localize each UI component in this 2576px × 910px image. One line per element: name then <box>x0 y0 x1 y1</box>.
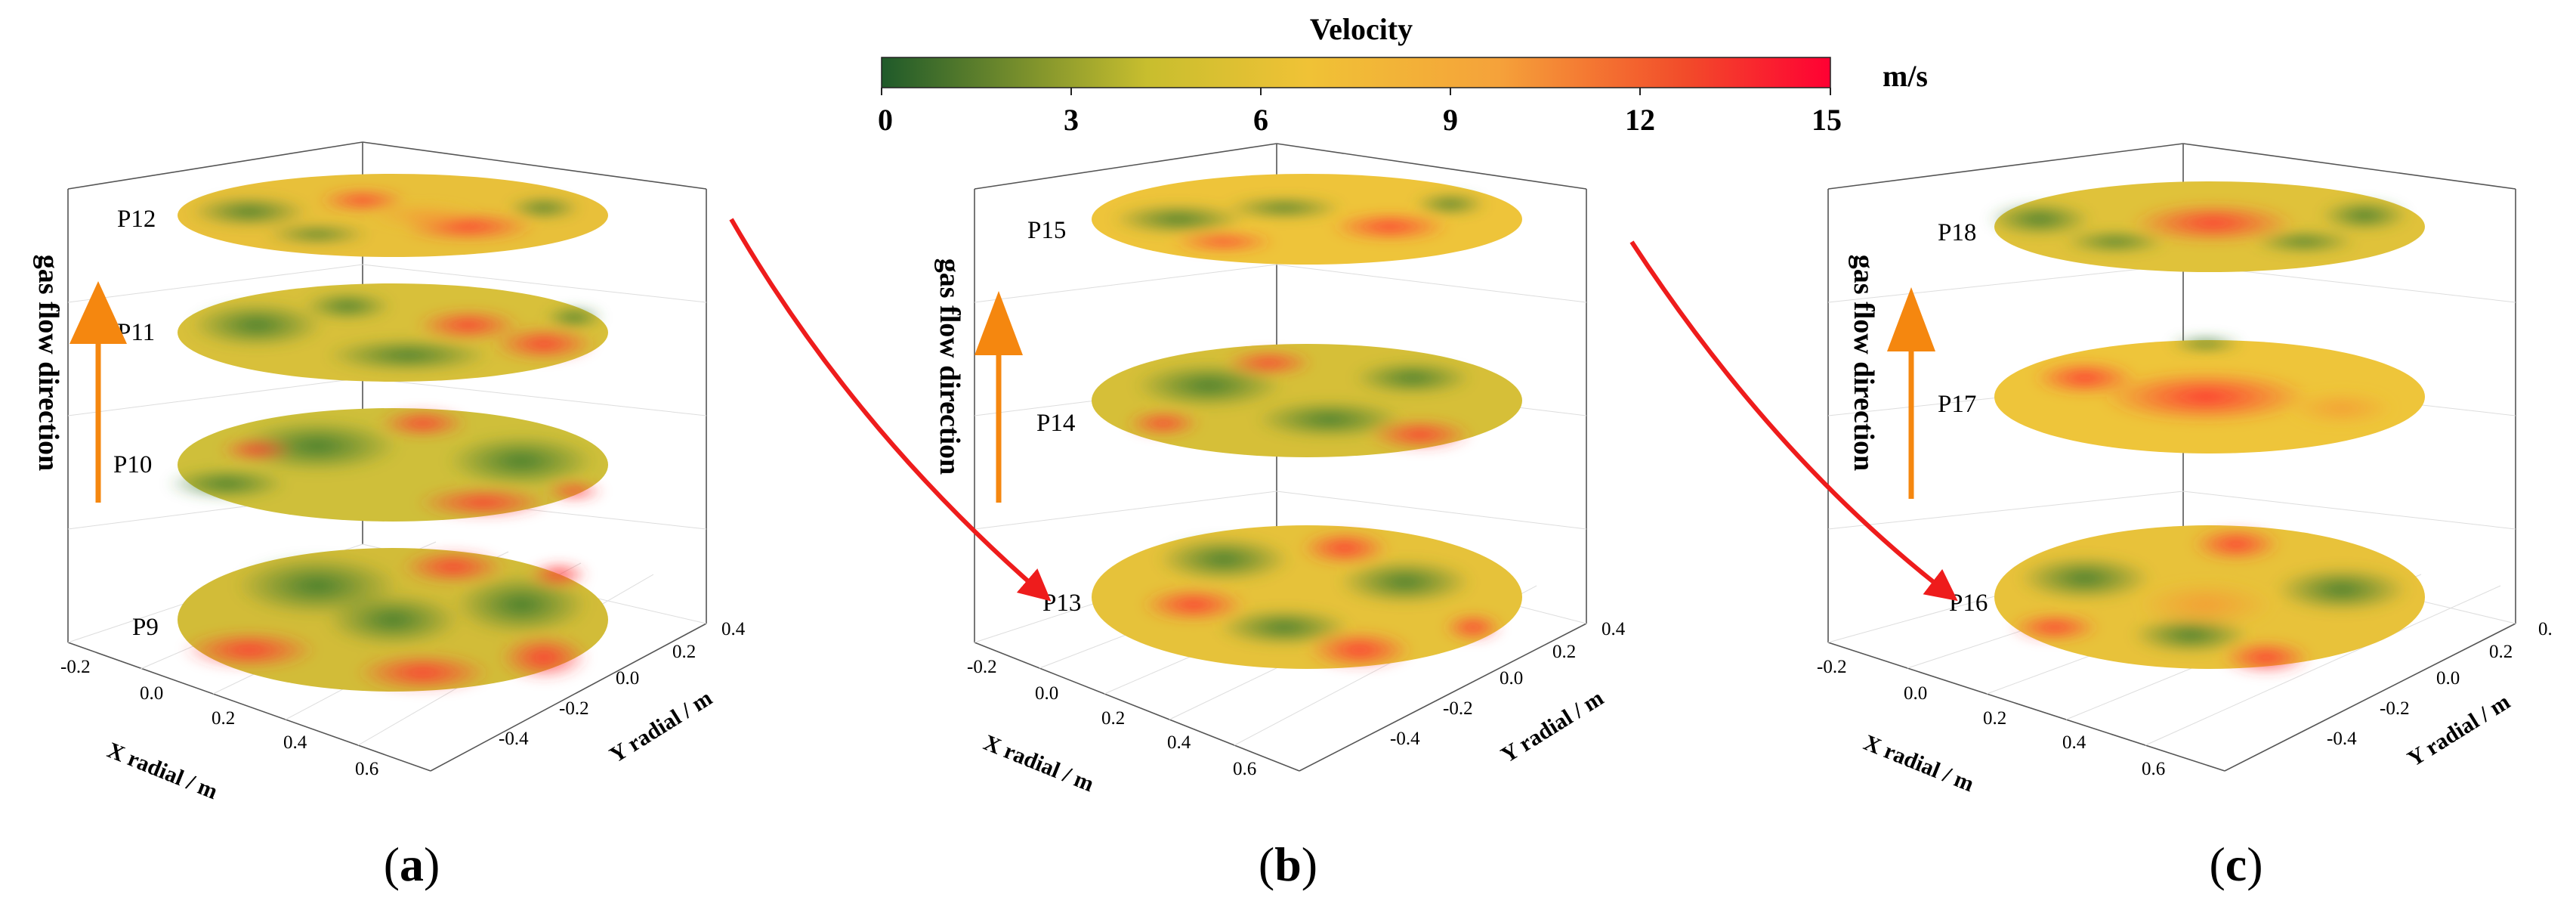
y-tick-label: -0.2 <box>1443 698 1473 719</box>
y-tick-label: -0.4 <box>499 729 529 749</box>
velocity-plane <box>178 174 608 257</box>
y-tick-label: 0.0 <box>2436 668 2460 689</box>
colorbar-tick-label: 3 <box>1064 103 1079 137</box>
x-tick-label: 0.0 <box>140 683 163 704</box>
gas-flow-arrow <box>69 281 127 503</box>
panel-label: (a) <box>384 837 440 891</box>
gas-flow-label: gas flow direction <box>934 258 965 475</box>
y-tick-label: 0.4 <box>721 619 746 639</box>
y-tick-label: -0.4 <box>2327 729 2357 749</box>
x-axis-label: X radial / m <box>103 738 221 804</box>
x-tick-label: 0.0 <box>1035 683 1058 704</box>
y-axis-label: Y radial / m <box>2403 689 2514 772</box>
x-axis-label: X radial / m <box>1860 730 1977 797</box>
x-tick-label: -0.2 <box>1817 657 1847 677</box>
panel-c: P18 P17 P16 gas flow direction -0.2 0.0 … <box>1817 143 2553 891</box>
panel-a: P12 P11 P10 P9 gas flow direction -0.2 0… <box>32 141 746 891</box>
y-tick-label: -0.4 <box>1390 729 1420 749</box>
plane-label: P14 <box>1036 410 1075 437</box>
x-tick-label: 0.6 <box>355 759 378 779</box>
y-tick-label: -0.2 <box>559 698 589 719</box>
x-axis-label: X radial / m <box>980 730 1097 797</box>
colorbar-tick-label: 0 <box>878 103 893 137</box>
panel-b: P15 P14 P13 gas flow direction -0.2 0.0 … <box>934 143 1626 891</box>
colorbar-tick-label: 12 <box>1625 103 1655 137</box>
plane-label: P18 <box>1938 219 1976 246</box>
panel-label: (c) <box>2209 837 2262 891</box>
velocity-plane <box>1092 525 1522 669</box>
y-tick-label: 0.0 <box>1500 668 1523 689</box>
x-tick-label: 0.6 <box>2142 759 2165 779</box>
velocity-plane <box>1092 174 1522 265</box>
velocity-plane <box>166 408 608 522</box>
gas-flow-arrow <box>1887 287 1935 499</box>
velocity-plane <box>1994 525 2425 674</box>
y-axis-label: Y radial / m <box>1496 686 1608 768</box>
x-tick-label: -0.2 <box>967 657 997 677</box>
plane-label: P15 <box>1027 217 1066 244</box>
colorbar-gradient <box>881 57 1831 88</box>
x-tick-label: 0.4 <box>2062 732 2086 753</box>
x-tick-label: 0.0 <box>1904 683 1927 704</box>
x-tick-label: 0.6 <box>1233 759 1256 779</box>
x-tick-label: 0.4 <box>283 732 307 753</box>
y-tick-label: 0.0 <box>616 668 639 689</box>
y-axis-label: Y radial / m <box>605 686 716 768</box>
transition-arrow-a-to-b <box>729 218 1052 602</box>
y-tick-label: 0.2 <box>672 642 696 662</box>
colorbar-tick-label: 9 <box>1443 103 1458 137</box>
colorbar-ticks <box>881 88 1831 95</box>
plane-label: P13 <box>1042 590 1081 617</box>
colorbar-unit: m/s <box>1883 59 1928 93</box>
x-tick-label: -0.2 <box>60 657 91 677</box>
panel-c-grid <box>1827 264 2516 746</box>
plane-label: P17 <box>1938 391 1976 418</box>
colorbar-title: Velocity <box>1310 12 1413 46</box>
velocity-plane <box>1994 336 2425 453</box>
transition-arrow-b-to-c <box>1629 240 1958 602</box>
y-tick-label: -0.2 <box>2380 698 2410 719</box>
colorbar: Velocity 0 3 6 9 12 15 m/s <box>878 12 1928 137</box>
velocity-plane <box>178 548 608 692</box>
x-tick-label: 0.4 <box>1167 732 1191 753</box>
gas-flow-arrow <box>974 291 1023 503</box>
x-tick-label: 0.2 <box>1101 708 1125 729</box>
plane-label: P10 <box>113 451 152 478</box>
plane-label: P9 <box>132 614 159 641</box>
colorbar-tick-label: 15 <box>1812 103 1842 137</box>
x-tick-label: 0.2 <box>1983 708 2006 729</box>
y-tick-label: 0.4 <box>1602 619 1626 639</box>
y-tick-label: 0.2 <box>1552 642 1576 662</box>
colorbar-tick-label: 6 <box>1253 103 1268 137</box>
x-tick-label: 0.2 <box>212 708 235 729</box>
velocity-plane <box>1092 344 1522 457</box>
velocity-plane <box>178 283 608 382</box>
plane-label: P16 <box>1949 590 1988 617</box>
y-tick-label: 0. <box>2538 619 2553 639</box>
plane-label: P12 <box>117 206 156 233</box>
velocity-plane <box>1987 181 2425 272</box>
gas-flow-label: gas flow direction <box>32 255 64 471</box>
panel-label: (b) <box>1259 837 1317 891</box>
panel-b-grid <box>974 264 1587 746</box>
y-tick-label: 0.2 <box>2489 642 2513 662</box>
gas-flow-label: gas flow direction <box>1848 255 1879 471</box>
